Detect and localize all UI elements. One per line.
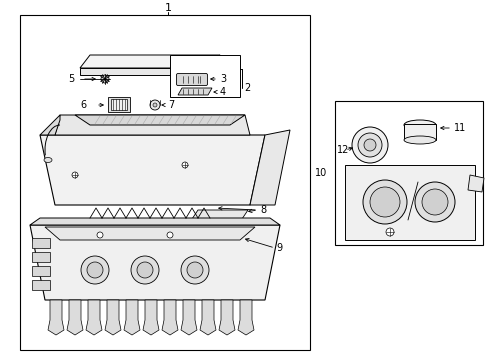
Polygon shape [75, 115, 244, 125]
Circle shape [153, 103, 157, 107]
Polygon shape [181, 300, 197, 335]
Text: 4: 4 [220, 87, 225, 97]
Circle shape [87, 262, 103, 278]
Polygon shape [142, 300, 159, 335]
Polygon shape [86, 300, 102, 335]
Circle shape [137, 262, 153, 278]
Polygon shape [345, 165, 474, 240]
Text: 5: 5 [68, 74, 74, 84]
Circle shape [131, 256, 159, 284]
Text: 8: 8 [260, 205, 265, 215]
Circle shape [181, 256, 208, 284]
Bar [108, 97, 130, 112]
Polygon shape [80, 55, 220, 68]
Polygon shape [190, 210, 247, 222]
Circle shape [357, 133, 381, 157]
Circle shape [150, 100, 160, 110]
Text: 3: 3 [220, 74, 225, 84]
Text: 11: 11 [453, 123, 465, 133]
Circle shape [186, 262, 203, 278]
Circle shape [363, 139, 375, 151]
Circle shape [351, 127, 387, 163]
Bar [32, 238, 50, 248]
Circle shape [421, 189, 447, 215]
Text: 7: 7 [168, 100, 174, 110]
Polygon shape [105, 300, 121, 335]
Polygon shape [48, 300, 64, 335]
Bar [334, 101, 482, 245]
Text: 10: 10 [314, 168, 326, 178]
Ellipse shape [44, 158, 52, 162]
Polygon shape [467, 175, 483, 192]
Polygon shape [162, 300, 178, 335]
Ellipse shape [403, 120, 435, 130]
Polygon shape [124, 300, 140, 335]
Circle shape [369, 187, 399, 217]
Bar [111, 99, 127, 110]
Polygon shape [45, 227, 254, 240]
Circle shape [81, 256, 109, 284]
Polygon shape [238, 300, 253, 335]
Polygon shape [209, 55, 220, 75]
Bar [32, 252, 50, 262]
Bar [20, 15, 309, 350]
Polygon shape [40, 115, 60, 135]
Bar [170, 55, 240, 97]
Polygon shape [67, 300, 83, 335]
Circle shape [414, 182, 454, 222]
Text: 1: 1 [164, 3, 171, 13]
Text: 2: 2 [244, 83, 250, 93]
Ellipse shape [403, 136, 435, 144]
Polygon shape [30, 218, 280, 225]
Circle shape [182, 162, 187, 168]
Circle shape [101, 75, 109, 83]
Text: 12: 12 [336, 145, 348, 155]
Polygon shape [219, 300, 235, 335]
Circle shape [362, 180, 406, 224]
Polygon shape [55, 115, 249, 135]
Bar [32, 266, 50, 276]
Polygon shape [80, 68, 209, 75]
Bar [403, 124, 435, 140]
Polygon shape [30, 225, 280, 300]
Circle shape [167, 232, 173, 238]
Polygon shape [178, 88, 212, 95]
Text: 9: 9 [275, 243, 282, 253]
Polygon shape [40, 135, 264, 205]
Text: 6: 6 [80, 100, 86, 110]
FancyBboxPatch shape [176, 73, 207, 86]
Circle shape [72, 172, 78, 178]
Circle shape [385, 228, 393, 236]
Circle shape [97, 232, 103, 238]
Polygon shape [249, 130, 289, 205]
Polygon shape [200, 300, 216, 335]
Bar [32, 280, 50, 290]
